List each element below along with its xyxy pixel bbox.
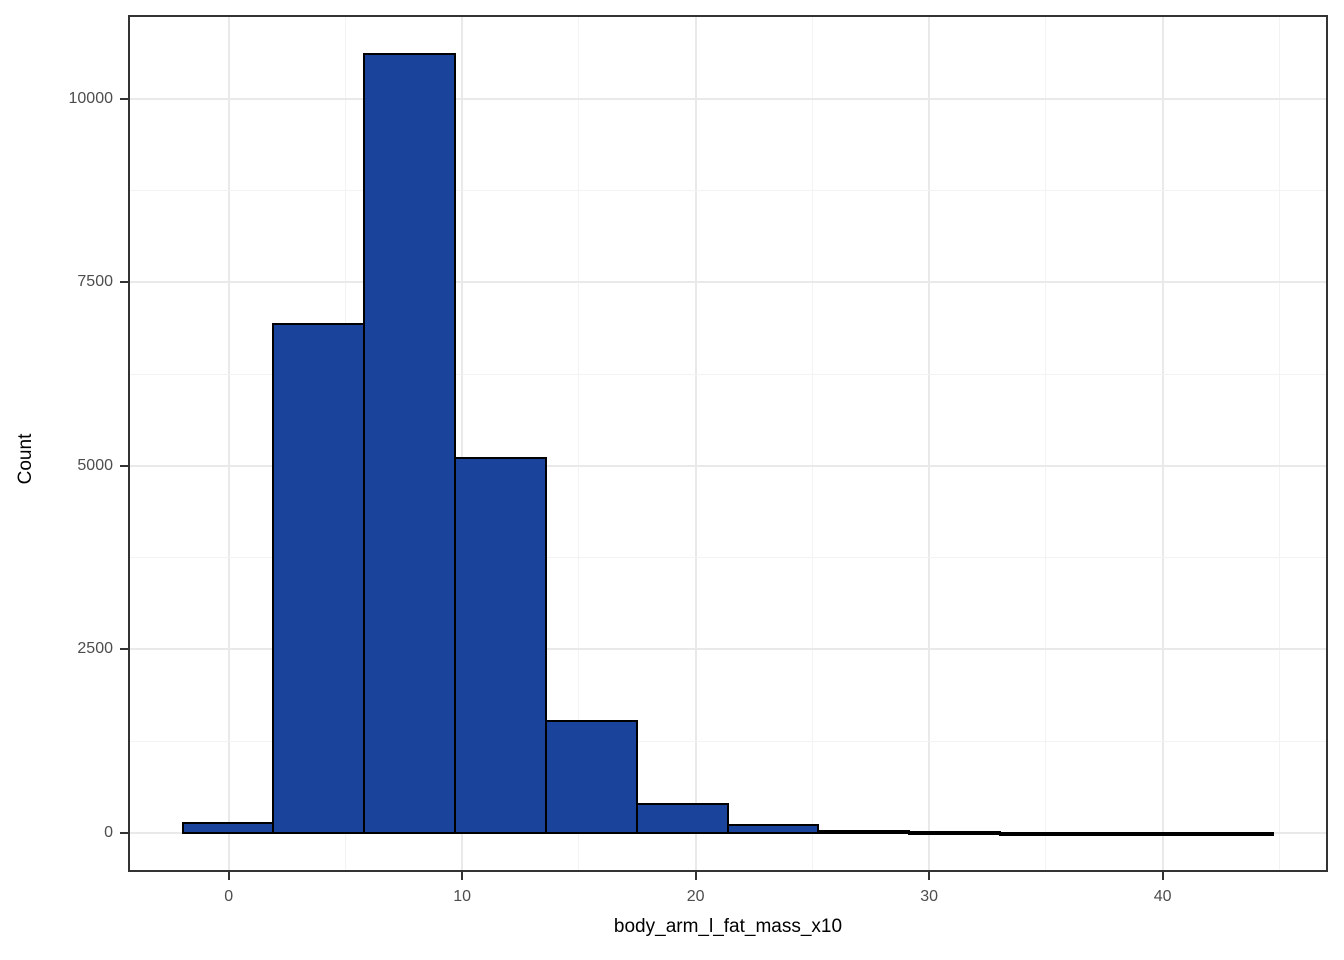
x-gridline-major [1161, 15, 1164, 872]
x-gridline-major [227, 15, 230, 872]
y-axis-tick-label: 10000 [68, 89, 114, 107]
histogram-bar [272, 323, 366, 834]
x-axis-tick-label: 30 [920, 888, 939, 905]
x-axis-tick-mark [694, 872, 697, 880]
y-axis-title: Count [15, 433, 36, 484]
histogram-bar [635, 803, 729, 834]
histogram-bar [454, 456, 547, 834]
x-gridline-minor [811, 15, 813, 872]
x-axis-tick-label: 0 [224, 888, 234, 905]
y-axis-tick-mark [120, 464, 128, 467]
y-gridline-minor [128, 557, 1328, 559]
histogram-bar [1180, 831, 1274, 836]
x-gridline-major [928, 15, 931, 872]
y-axis-tick-label: 5000 [77, 456, 113, 474]
histogram-bar [1089, 831, 1183, 836]
x-axis-tick-label: 40 [1153, 888, 1172, 905]
y-gridline-minor [128, 373, 1328, 375]
histogram-bar [363, 53, 457, 834]
y-gridline-major [128, 281, 1328, 284]
x-axis-tick-mark [928, 872, 931, 880]
x-gridline-major [694, 15, 697, 872]
x-gridline-major [461, 15, 464, 872]
x-axis-tick-label: 20 [686, 888, 705, 905]
x-axis-tick-mark [227, 872, 230, 880]
x-axis-tick-mark [1161, 872, 1164, 880]
histogram-bar [817, 829, 911, 834]
y-axis-tick-label: 2500 [77, 640, 113, 658]
histogram-bar [908, 831, 1002, 836]
y-axis-tick-label: 7500 [77, 273, 113, 291]
y-gridline-minor [128, 190, 1328, 192]
y-axis-tick-mark [120, 281, 128, 284]
y-axis-tick-label: 0 [104, 824, 113, 841]
y-gridline-major [128, 464, 1328, 467]
histogram-bar [544, 720, 638, 834]
histogram-bar [999, 831, 1092, 836]
x-axis-tick-mark [461, 872, 464, 880]
y-gridline-major [128, 97, 1328, 100]
histogram-bar [726, 823, 820, 834]
x-axis-title: body_arm_l_fat_mass_x10 [613, 916, 843, 937]
y-axis-tick-mark [120, 648, 128, 651]
x-gridline-minor [1045, 15, 1047, 872]
y-gridline-major [128, 648, 1328, 651]
x-gridline-minor [1278, 15, 1280, 872]
y-axis-tick-mark [120, 832, 128, 834]
y-gridline-minor [128, 740, 1328, 742]
y-axis-tick-mark [120, 97, 128, 100]
x-gridline-minor [578, 15, 580, 872]
x-axis-tick-label: 10 [453, 888, 472, 905]
histogram-bar [181, 821, 275, 834]
